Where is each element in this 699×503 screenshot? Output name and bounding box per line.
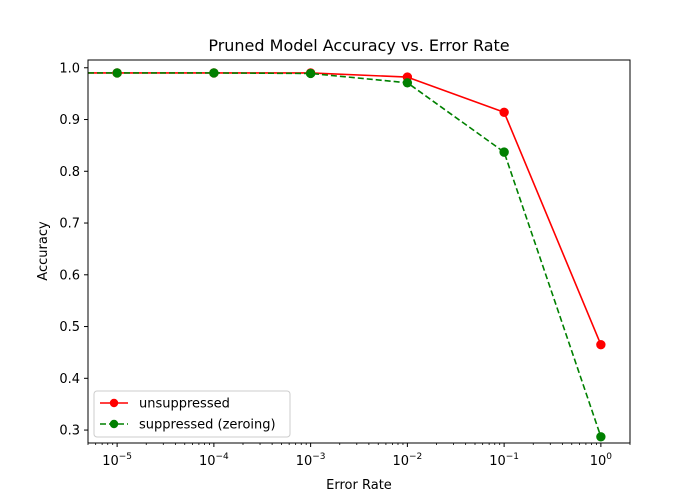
legend-label: suppressed (zeroing) [139,418,276,433]
plot-frame [87,59,631,444]
legend-box [93,390,291,438]
x-axis: 10−5 10−4 10−3 10−2 10−1 100 [87,443,631,469]
series-layer [88,68,606,442]
chart-title: Pruned Model Accuracy vs. Error Rate [208,36,509,55]
x-tick-label: 100 [590,452,613,469]
legend-label: unsuppressed [139,397,230,412]
data-point [112,68,122,78]
legend-marker [109,398,119,408]
y-tick-label: 0.3 [59,424,80,439]
x-tick-label: 10−2 [392,452,422,469]
y-tick-label: 0.6 [59,268,80,283]
data-point [596,339,606,350]
plot-area [88,60,630,443]
data-point [209,68,219,78]
y-tick-label: 0.4 [59,372,80,387]
x-axis-label: Error Rate [326,478,392,493]
y-tick-label: 0.7 [59,217,80,232]
series-1 [88,68,606,442]
data-point [305,68,316,79]
x-tick-label: 10−3 [296,452,326,469]
x-tick-label: 10−5 [102,452,132,469]
data-point [402,78,413,88]
y-axis-label: Accuracy [36,221,51,281]
y-tick-label: 0.8 [59,165,80,180]
legend-item: unsuppressed [100,397,230,412]
data-point [596,432,606,442]
x-tick-label: 10−1 [489,452,519,469]
y-tick-label: 1.0 [59,61,80,76]
legend: unsuppressed suppressed (zeroing) [93,390,291,438]
legend-item: suppressed (zeroing) [100,418,276,433]
data-point [499,147,509,157]
y-axis: 0.3 0.4 0.5 0.6 0.7 0.8 0.9 1.0 [59,61,88,439]
y-tick-label: 0.9 [59,113,80,128]
data-point [499,107,509,117]
legend-marker [109,419,119,429]
x-tick-label: 10−4 [199,452,229,469]
y-tick-label: 0.5 [59,320,80,335]
